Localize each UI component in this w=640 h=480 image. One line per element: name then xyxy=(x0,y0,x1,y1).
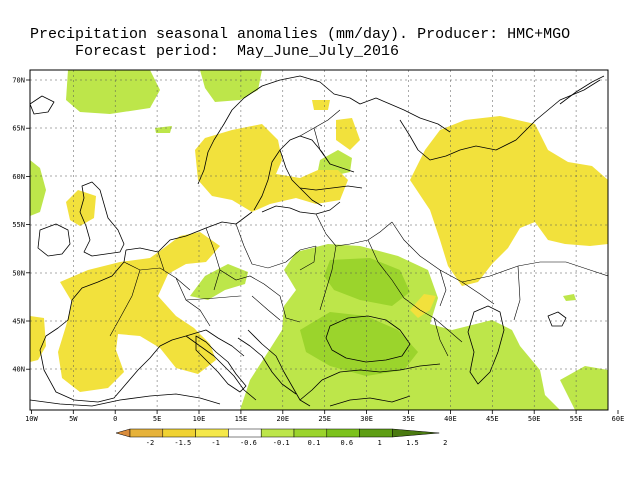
colorbar-label: 0.1 xyxy=(308,439,321,447)
wet-area-scandinavia-north xyxy=(200,70,262,102)
lon-tick-label: 40E xyxy=(444,415,457,423)
colorbar-label: -1.5 xyxy=(174,439,191,447)
dry-area-scandinavia xyxy=(195,124,348,212)
colorbar-label: 2 xyxy=(443,439,447,447)
latitude-labels: 70N 65N 60N 55N 50N 45N 40N xyxy=(12,77,30,374)
coast-scandinavia xyxy=(197,75,451,211)
colorbar-swatch xyxy=(359,428,393,438)
wet-area-north-sea-small xyxy=(155,126,172,133)
lon-tick-label: 25E xyxy=(318,415,331,423)
coast-balkans xyxy=(247,329,323,407)
lat-tick-label: 55N xyxy=(12,221,25,229)
borders-caucasus xyxy=(419,309,463,357)
coast-ireland xyxy=(37,223,71,257)
longitude-labels: 10W 5W 0 5E 10E 15E 20E 25E 30E 35E 40E 45E 50E 55E 60… xyxy=(25,410,624,423)
title-line2: Forecast period: May_June_July_2016 xyxy=(75,43,400,60)
coast-great-britain xyxy=(79,181,125,257)
colorbar-label: 0.6 xyxy=(340,439,353,447)
wet-core-ukraine xyxy=(324,258,410,306)
colorbar-swatch xyxy=(195,428,229,438)
dry-area-iberia-west xyxy=(30,316,46,362)
dry-area-russia-east xyxy=(410,116,608,286)
colorbar-label: -2 xyxy=(146,439,154,447)
wet-area-finland xyxy=(318,150,352,176)
lon-tick-label: 5W xyxy=(69,415,78,423)
lon-tick-label: 5E xyxy=(153,415,161,423)
colorbar-swatch xyxy=(392,428,440,438)
lon-tick-label: 10W xyxy=(25,415,38,423)
colorbar: -2 -1.5 -1 -0.6 -0.1 0.1 0.6 1 1.5 2 xyxy=(115,428,447,447)
borders-east xyxy=(299,213,421,311)
wet-area-north-atlantic xyxy=(66,70,160,114)
colorbar-label: 1.5 xyxy=(406,439,419,447)
coast-black-sea xyxy=(325,315,411,363)
borders-scandinavia xyxy=(299,109,341,165)
coast-novaya-zemlya xyxy=(559,75,605,105)
coast-baltic xyxy=(261,187,341,215)
lat-tick-label: 65N xyxy=(12,125,25,133)
lat-tick-label: 70N xyxy=(12,77,25,85)
wet-area-caspian-east xyxy=(560,366,608,410)
map-title: Precipitation seasonal anomalies (mm/day… xyxy=(30,26,570,60)
lon-tick-label: 50E xyxy=(528,415,541,423)
borders-central xyxy=(205,223,317,323)
coastlines xyxy=(30,75,605,407)
wet-area-kazakh-small xyxy=(563,294,576,301)
colorbar-label: 1 xyxy=(377,439,381,447)
dry-area-finland-small xyxy=(336,118,360,150)
coast-north-africa xyxy=(30,393,221,407)
lat-tick-label: 40N xyxy=(12,366,25,374)
lat-tick-label: 60N xyxy=(12,173,25,181)
title-line1: Precipitation seasonal anomalies (mm/day… xyxy=(30,26,571,43)
lat-tick-label: 50N xyxy=(12,269,25,277)
graticule xyxy=(30,70,608,410)
coast-aral xyxy=(547,311,567,327)
colorbar-swatch xyxy=(228,428,262,438)
colorbar-swatch xyxy=(326,428,360,438)
anomaly-fields xyxy=(30,70,608,410)
lon-tick-label: 15E xyxy=(235,415,248,423)
lon-tick-label: 60E xyxy=(612,415,625,423)
dry-area-france-iberia xyxy=(58,232,220,392)
country-borders xyxy=(109,109,608,357)
lat-tick-label: 45N xyxy=(12,318,25,326)
coast-anatolia xyxy=(321,363,441,407)
coast-italy xyxy=(195,335,247,393)
colorbar-swatch xyxy=(293,428,328,438)
dry-area-caucasus-small xyxy=(410,294,436,318)
borders-russia xyxy=(391,221,608,321)
coast-arctic xyxy=(399,79,601,161)
lon-tick-label: 35E xyxy=(402,415,415,423)
borders-west xyxy=(109,251,241,337)
colorbar-label: -0.6 xyxy=(240,439,257,447)
lon-tick-label: 10E xyxy=(193,415,206,423)
coast-iceland xyxy=(30,95,55,115)
wet-area-central-europe xyxy=(190,264,248,300)
lon-tick-label: 55E xyxy=(570,415,583,423)
colorbar-swatch xyxy=(115,428,131,438)
colorbar-swatch xyxy=(129,428,164,438)
dry-area-north-small xyxy=(312,100,330,110)
lon-tick-label: 20E xyxy=(276,415,289,423)
coast-caspian-sea xyxy=(467,305,505,385)
colorbar-swatch xyxy=(260,428,295,438)
lon-tick-label: 45E xyxy=(486,415,499,423)
coast-continental-europe xyxy=(39,211,297,403)
wet-area-east-europe xyxy=(240,244,560,410)
lon-tick-label: 30E xyxy=(360,415,373,423)
lon-tick-label: 0 xyxy=(113,415,117,423)
colorbar-swatch xyxy=(162,428,196,438)
map-frame xyxy=(29,69,609,411)
colorbar-label: -1 xyxy=(211,439,219,447)
wet-area-iceland-west xyxy=(30,160,46,216)
colorbar-label: -0.1 xyxy=(273,439,290,447)
